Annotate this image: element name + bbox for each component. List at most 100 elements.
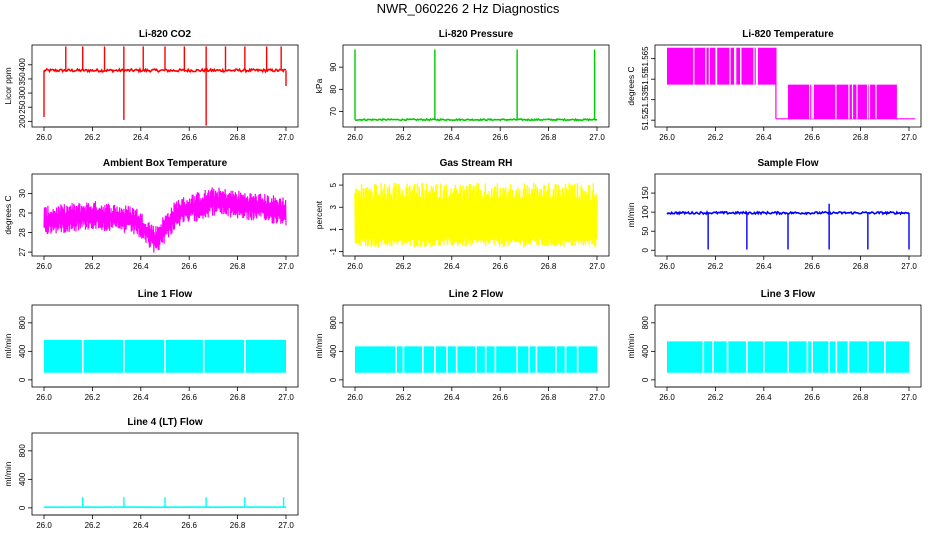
- x-tick-label: 26.2: [396, 133, 412, 142]
- y-tick-label: 51.565: [641, 46, 650, 71]
- x-tick-label: 26.4: [756, 133, 772, 142]
- y-tick-label: 800: [18, 316, 27, 330]
- y-axis-label: ml/min: [626, 202, 636, 227]
- y-tick-label: 51.535: [641, 87, 650, 112]
- series-line: [355, 117, 598, 122]
- series-ambient: [43, 187, 287, 253]
- series-line3: [667, 341, 909, 373]
- y-tick-label: 29: [18, 208, 27, 217]
- y-tick-label: 0: [641, 377, 650, 382]
- y-tick-label: 100: [641, 205, 650, 219]
- flow-gap: [746, 341, 748, 373]
- x-tick-label: 26.6: [181, 393, 197, 402]
- x-tick-label: 26.2: [396, 393, 412, 402]
- level-gap: [875, 84, 877, 119]
- x-tick-label: 26.4: [444, 262, 460, 271]
- level-band-high: [667, 47, 776, 85]
- x-tick-label: 26.6: [804, 262, 820, 271]
- level-gap: [740, 47, 742, 85]
- y-tick-label: 400: [18, 344, 27, 358]
- y-tick-label: 0: [329, 377, 338, 382]
- y-tick-label: 0: [18, 505, 27, 510]
- flow-gap: [712, 341, 714, 373]
- x-tick-label: 26.6: [181, 262, 197, 271]
- flow-gap: [81, 339, 84, 373]
- x-tick-label: 26.0: [347, 133, 363, 142]
- panel-title: Li-820 Temperature: [742, 29, 834, 40]
- x-tick-label: 26.6: [804, 393, 820, 402]
- level-gap: [868, 84, 871, 119]
- x-tick-label: 26.2: [85, 393, 101, 402]
- y-tick-label: 51.55: [641, 69, 650, 90]
- panel-temp820: Li-820 Temperature 26.0 26.2 26.4 26.6 26.8 27…: [626, 29, 922, 142]
- panel-title: Sample Flow: [757, 158, 818, 169]
- panel-title: Ambient Box Temperature: [103, 158, 228, 169]
- x-tick-label: 26.4: [133, 521, 149, 530]
- figure-title: NWR_060226 2 Hz Diagnostics: [376, 1, 560, 16]
- level-gap: [729, 47, 731, 85]
- x-tick-label: 26.0: [36, 133, 52, 142]
- flow-gap: [244, 339, 246, 373]
- x-tick-label: 26.8: [541, 133, 557, 142]
- flow-gap: [421, 346, 424, 373]
- x-tick-label: 26.8: [541, 393, 557, 402]
- x-tick-label: 26.2: [708, 133, 724, 142]
- flow-gap: [884, 341, 886, 373]
- y-tick-label: 51.52: [641, 110, 650, 131]
- flow-gap: [763, 341, 765, 373]
- panel-line4: Line 4 (LT) Flow 26.0 26.2 26.4 26.6 26.8 27.0…: [3, 417, 299, 530]
- y-axis-label: degrees C: [3, 195, 13, 234]
- level-gap: [735, 47, 737, 85]
- flow-gap: [484, 346, 487, 373]
- series-temp820: [667, 47, 915, 120]
- x-tick-label: 27.0: [278, 133, 294, 142]
- flow-gap: [202, 339, 205, 373]
- series-line4: [43, 497, 287, 509]
- flow-gap: [867, 341, 869, 373]
- panel-frame: [342, 44, 610, 128]
- flow-gap: [726, 341, 729, 373]
- y-tick-label: 5: [329, 182, 338, 187]
- x-tick-label: 26.0: [36, 521, 52, 530]
- y-axis-label: percent: [314, 200, 324, 229]
- x-tick-label: 27.0: [901, 393, 917, 402]
- y-axis-label: Licor ppm: [3, 67, 13, 104]
- panel-title: Line 4 (LT) Flow: [127, 417, 203, 428]
- flow-gap: [811, 341, 813, 373]
- panel-title: Li-820 Pressure: [439, 29, 514, 40]
- y-tick-label: 80: [329, 84, 338, 93]
- y-axis-label: ml/min: [626, 333, 636, 358]
- panel-line1: Line 1 Flow 26.0 26.2 26.4 26.6 26.8 27.0 0 400 8…: [3, 289, 299, 402]
- flow-gap: [164, 339, 166, 373]
- panel-ambient: Ambient Box Temperature 26.0 26.2 26.4 26.6 2…: [3, 158, 299, 271]
- x-tick-label: 27.0: [901, 262, 917, 271]
- y-axis-label: ml/min: [3, 461, 13, 486]
- y-tick-label: 1: [329, 227, 338, 232]
- series-pressure: [354, 49, 598, 122]
- x-tick-label: 26.8: [230, 393, 246, 402]
- flow-gap: [535, 346, 538, 373]
- y-tick-label: 50: [641, 226, 650, 235]
- x-tick-label: 26.2: [396, 262, 412, 271]
- x-tick-label: 26.4: [133, 133, 149, 142]
- series-line2: [355, 346, 597, 373]
- x-tick-label: 26.6: [181, 521, 197, 530]
- x-tick-label: 26.0: [659, 393, 675, 402]
- series-rh: [354, 182, 598, 248]
- level-gap: [734, 47, 736, 85]
- level-gap: [753, 47, 755, 85]
- x-tick-label: 26.0: [347, 262, 363, 271]
- flow-gap: [395, 346, 397, 373]
- y-tick-label: 150: [641, 186, 650, 200]
- flow-gap: [123, 339, 125, 373]
- x-tick-label: 26.6: [492, 393, 508, 402]
- flow-gap: [576, 346, 579, 373]
- y-tick-label: 300: [18, 86, 27, 100]
- x-tick-label: 26.6: [181, 133, 197, 142]
- y-tick-label: 400: [641, 344, 650, 358]
- x-tick-label: 26.2: [85, 262, 101, 271]
- flow-gap: [702, 341, 705, 373]
- y-tick-label: 27: [18, 247, 27, 256]
- x-tick-label: 26.4: [133, 393, 149, 402]
